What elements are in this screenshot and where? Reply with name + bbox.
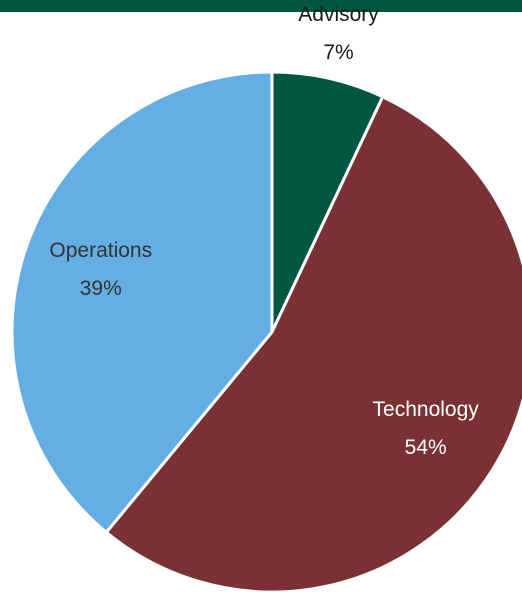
- slice-label: Advisory: [298, 3, 379, 26]
- slice-value-label: 7%: [323, 41, 353, 64]
- slice-label: Operations: [49, 239, 152, 262]
- pie-slice: [270, 70, 385, 333]
- slice-value-label: 54%: [405, 436, 447, 459]
- pie-slice: [104, 94, 522, 592]
- pie-slice: [10, 70, 274, 535]
- slice-value-label: 39%: [80, 277, 122, 300]
- slice-label: Technology: [373, 398, 480, 421]
- header-band: [0, 0, 522, 12]
